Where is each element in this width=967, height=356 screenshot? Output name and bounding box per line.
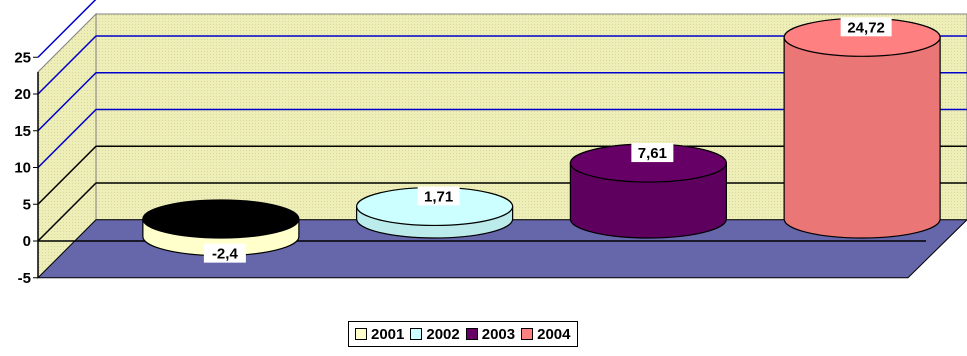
legend-swatch	[410, 328, 423, 340]
legend-item-2001: 2001	[355, 326, 404, 343]
y-tick-label: 0	[23, 233, 31, 250]
legend-swatch	[465, 328, 478, 340]
gridline	[37, 0, 967, 58]
data-label-bg	[203, 243, 246, 263]
y-tick-label: -5	[18, 270, 31, 287]
data-label: 24,72	[847, 19, 885, 36]
data-labels: -2,4 1,71 7,61 24,72	[203, 17, 892, 263]
legend-label: 2001	[371, 325, 405, 343]
data-label-bg	[417, 186, 460, 206]
legend-item-2003: 2003	[465, 325, 516, 343]
legend: 2001 2002 2003 2004	[348, 321, 578, 347]
legend-swatch	[521, 328, 534, 340]
gridline	[37, 108, 967, 169]
legend-label: 2002	[426, 325, 460, 343]
cylinder-body	[783, 36, 941, 239]
legend-item-2002: 2002	[410, 325, 460, 343]
cylinder-2003	[569, 143, 727, 239]
y-tick-label: 20	[14, 86, 31, 103]
cylinders	[142, 17, 941, 257]
cylinder-2004	[783, 17, 941, 239]
gridline	[37, 35, 967, 95]
y-tick-label: 25	[14, 49, 31, 66]
data-label-bg	[631, 143, 674, 163]
cylinder-2002	[356, 186, 514, 239]
data-label-bg	[840, 17, 892, 37]
chart-area: 25 20 15 10 5 0 -5 -2,4 1,71 7,61 24,72	[14, 0, 967, 287]
data-label: -2,4	[212, 246, 239, 263]
gridline	[37, 72, 967, 132]
legend-label: 2003	[481, 325, 516, 343]
cylinder-top	[142, 199, 300, 239]
legend-item-2004: 2004	[521, 325, 571, 343]
y-tick-label: 15	[14, 123, 31, 140]
cylinder-2001	[142, 199, 300, 257]
y-tick-label: 10	[14, 160, 31, 177]
data-label: 1,71	[424, 188, 453, 205]
y-tick-label: 5	[23, 196, 31, 213]
cylinder-body	[569, 162, 727, 239]
legend-swatch	[355, 328, 367, 340]
legend-label: 2004	[537, 325, 571, 343]
data-label: 7,61	[638, 145, 667, 162]
